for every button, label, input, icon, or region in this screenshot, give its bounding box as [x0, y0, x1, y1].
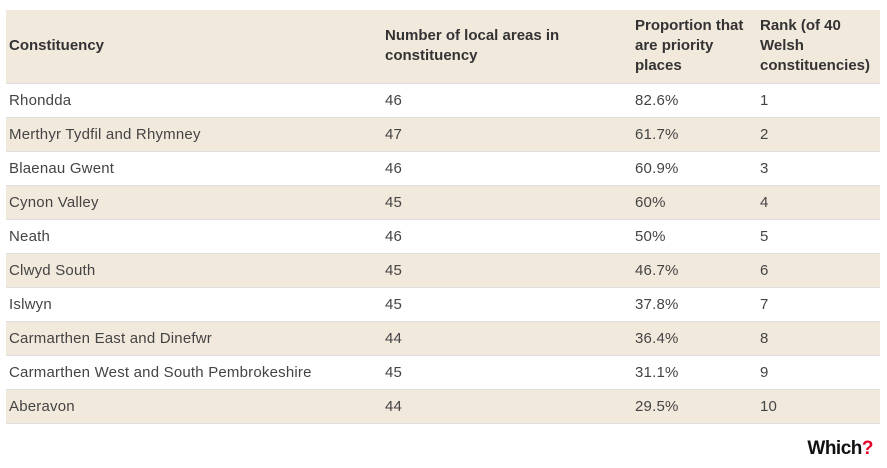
- cell-rank: 5: [760, 227, 769, 245]
- table-row: Carmarthen East and Dinefwr 44 36.4% 8: [6, 321, 880, 355]
- cell-areas: 46: [385, 159, 403, 177]
- header-local-areas-line2: constituency: [385, 47, 478, 65]
- which-logo-text: Which: [807, 438, 862, 459]
- cell-rank: 6: [760, 261, 769, 279]
- header-constituency-label: Constituency: [9, 37, 105, 55]
- cell-constituency: Carmarthen East and Dinefwr: [9, 329, 212, 347]
- table-row: Merthyr Tydfil and Rhymney 47 61.7% 2: [6, 117, 880, 151]
- cell-areas: 45: [385, 295, 403, 313]
- table-row: Cynon Valley 45 60% 4: [6, 185, 880, 219]
- header-rank-line3: constituencies): [760, 57, 871, 75]
- cell-constituency: Clwyd South: [9, 261, 96, 279]
- cell-proportion: 50%: [635, 227, 666, 245]
- table-header: Constituency Number of local areas in co…: [6, 10, 880, 83]
- priority-places-table: Constituency Number of local areas in co…: [6, 10, 880, 424]
- cell-proportion: 29.5%: [635, 397, 679, 415]
- cell-proportion: 82.6%: [635, 91, 679, 109]
- cell-constituency: Aberavon: [9, 397, 75, 415]
- cell-areas: 45: [385, 193, 403, 211]
- header-proportion-line3: places: [635, 57, 682, 75]
- header-proportion-line2: are priority: [635, 37, 714, 55]
- cell-constituency: Islwyn: [9, 295, 52, 313]
- cell-rank: 1: [760, 91, 769, 109]
- cell-constituency: Cynon Valley: [9, 193, 99, 211]
- header-row: Constituency Number of local areas in co…: [6, 10, 880, 83]
- cell-constituency: Blaenau Gwent: [9, 159, 115, 177]
- header-local-areas: Number of local areas in constituency: [382, 10, 632, 83]
- table-body: Rhondda 46 82.6% 1 Merthyr Tydfil and Rh…: [6, 83, 880, 423]
- cell-rank: 4: [760, 193, 769, 211]
- header-local-areas-line1: Number of local areas in: [385, 27, 560, 45]
- cell-rank: 2: [760, 125, 769, 143]
- cell-constituency: Neath: [9, 227, 51, 245]
- table-row: Clwyd South 45 46.7% 6: [6, 253, 880, 287]
- cell-constituency: Carmarthen West and South Pembrokeshire: [9, 363, 312, 381]
- cell-constituency: Merthyr Tydfil and Rhymney: [9, 125, 201, 143]
- header-rank: Rank (of 40 Welsh constituencies): [757, 10, 880, 83]
- header-constituency: Constituency: [6, 10, 382, 83]
- priority-places-table-container: Constituency Number of local areas in co…: [6, 10, 880, 424]
- cell-rank: 10: [760, 397, 778, 415]
- cell-rank: 3: [760, 159, 769, 177]
- cell-proportion: 31.1%: [635, 363, 679, 381]
- cell-rank: 7: [760, 295, 769, 313]
- cell-proportion: 60.9%: [635, 159, 679, 177]
- cell-areas: 44: [385, 397, 403, 415]
- which-logo: Which?: [807, 438, 873, 460]
- cell-proportion: 61.7%: [635, 125, 679, 143]
- table-row: Carmarthen West and South Pembrokeshire …: [6, 355, 880, 389]
- cell-rank: 8: [760, 329, 769, 347]
- table-row: Aberavon 44 29.5% 10: [6, 389, 880, 423]
- which-logo-mark: ?: [861, 438, 874, 459]
- table-row: Blaenau Gwent 46 60.9% 3: [6, 151, 880, 185]
- cell-areas: 46: [385, 227, 403, 245]
- header-proportion: Proportion that are priority places: [632, 10, 757, 83]
- cell-proportion: 60%: [635, 193, 666, 211]
- header-rank-line2: Welsh: [760, 37, 804, 55]
- table-row: Islwyn 45 37.8% 7: [6, 287, 880, 321]
- table-row: Rhondda 46 82.6% 1: [6, 83, 880, 117]
- cell-proportion: 37.8%: [635, 295, 679, 313]
- header-proportion-line1: Proportion that: [635, 17, 744, 35]
- header-rank-line1: Rank (of 40: [760, 17, 841, 35]
- cell-areas: 46: [385, 91, 403, 109]
- cell-areas: 47: [385, 125, 403, 143]
- cell-areas: 45: [385, 363, 403, 381]
- cell-areas: 45: [385, 261, 403, 279]
- table-row: Neath 46 50% 5: [6, 219, 880, 253]
- cell-constituency: Rhondda: [9, 91, 72, 109]
- cell-rank: 9: [760, 363, 769, 381]
- cell-areas: 44: [385, 329, 403, 347]
- cell-proportion: 46.7%: [635, 261, 679, 279]
- cell-proportion: 36.4%: [635, 329, 679, 347]
